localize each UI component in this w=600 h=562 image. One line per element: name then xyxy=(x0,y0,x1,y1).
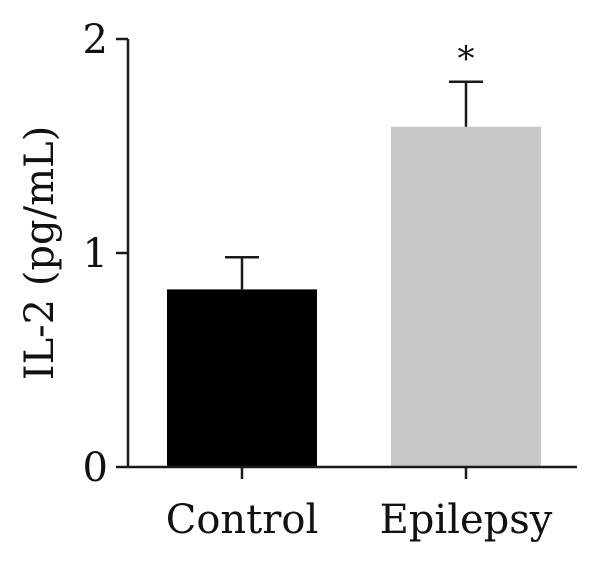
y-tick-label-0: 0 xyxy=(83,445,108,491)
y-tick-label-2: 2 xyxy=(83,17,108,63)
y-axis-ticks: 0 1 2 xyxy=(83,17,468,491)
category-label-control: Control xyxy=(166,497,319,543)
error-bars xyxy=(225,80,483,290)
y-axis-title: IL-2 (pg/mL) xyxy=(17,126,63,380)
annotations: * xyxy=(458,39,475,79)
bars xyxy=(167,126,541,468)
category-label-epilepsy: Epilepsy xyxy=(380,497,553,543)
y-tick-label-1: 1 xyxy=(83,231,108,277)
bar-control xyxy=(167,289,317,467)
significance-marker: * xyxy=(458,39,475,79)
category-labels: Control Epilepsy xyxy=(166,497,553,543)
bar-epilepsy xyxy=(391,126,541,468)
